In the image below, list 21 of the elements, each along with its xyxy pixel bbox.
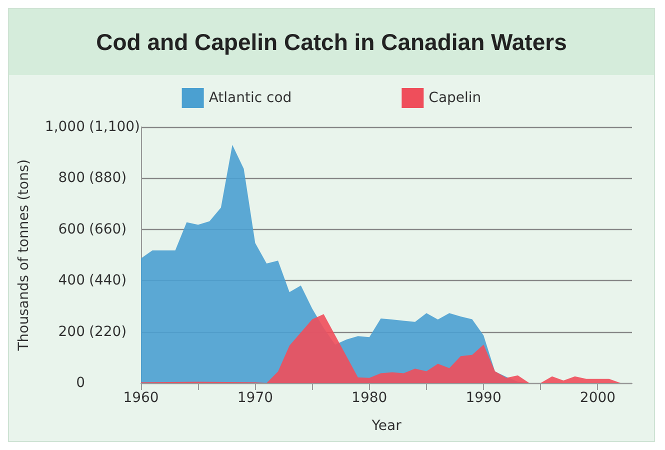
y2-tick-label: (440) bbox=[89, 272, 127, 289]
y2-tick-label: (880) bbox=[89, 170, 127, 186]
y-tick-label: 200 bbox=[58, 324, 85, 340]
y2-tick-label: (1,100) bbox=[89, 119, 140, 135]
legend-label: Atlantic cod bbox=[208, 90, 292, 106]
y-tick-label: 800 bbox=[58, 170, 85, 186]
y2-tick-label: (220) bbox=[89, 324, 127, 340]
legend-label: Capelin bbox=[428, 90, 482, 106]
y-axis-title: Thousands of tonnes (tons) bbox=[16, 159, 32, 352]
y-tick-label: 600 bbox=[58, 221, 85, 238]
x-tick-label: 1980 bbox=[352, 390, 388, 406]
y-tick-label: 400 bbox=[58, 272, 85, 289]
x-tick-label: 1990 bbox=[466, 390, 502, 406]
x-axis-title: Year bbox=[370, 418, 402, 434]
x-tick-label: 1960 bbox=[123, 390, 159, 406]
chart-title: Cod and Capelin Catch in Canadian Waters bbox=[9, 9, 654, 75]
y-tick-label: 0 bbox=[76, 375, 85, 391]
y-tick-label: 1,000 bbox=[44, 119, 85, 135]
x-tick-label: 2000 bbox=[580, 390, 616, 406]
y2-tick-label: (660) bbox=[89, 221, 127, 238]
x-tick-label: 1970 bbox=[237, 390, 274, 406]
